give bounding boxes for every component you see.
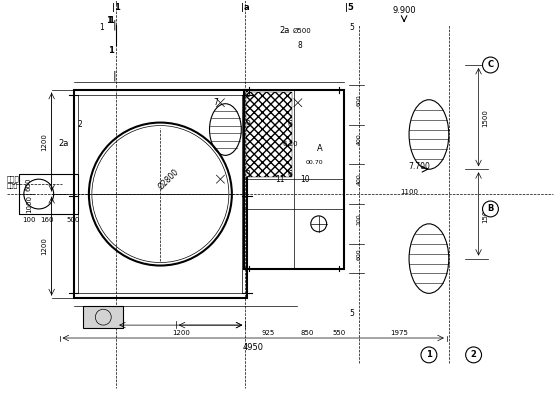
Circle shape: [421, 347, 437, 363]
Bar: [78, 95, 242, 294]
Text: |: |: [113, 71, 116, 82]
Text: |a: |a: [241, 4, 250, 12]
Circle shape: [483, 57, 498, 73]
Text: 550: 550: [333, 330, 346, 336]
Bar: [244, 90, 343, 269]
Text: |1: |1: [112, 4, 120, 12]
Circle shape: [483, 201, 498, 217]
Text: 墙水流: 墙水流: [7, 183, 18, 189]
Bar: [83, 306, 123, 328]
Bar: [73, 90, 247, 298]
Text: 500: 500: [67, 217, 80, 223]
Text: 6: 6: [287, 120, 292, 129]
Text: 925: 925: [262, 330, 275, 336]
Text: 7: 7: [213, 98, 218, 107]
Text: 1: 1: [106, 16, 112, 25]
Text: 600: 600: [357, 94, 361, 106]
Text: 1: 1: [426, 350, 432, 359]
Text: 00.70: 00.70: [306, 160, 324, 165]
Text: 1200: 1200: [41, 133, 48, 151]
Text: 1500: 1500: [483, 205, 488, 223]
Text: A: A: [317, 144, 323, 153]
Text: 2: 2: [77, 120, 82, 129]
Text: 1500: 1500: [483, 109, 488, 126]
Text: 2: 2: [470, 350, 477, 359]
Text: 3: 3: [246, 170, 251, 179]
Text: Ø500: Ø500: [292, 28, 311, 34]
Text: 600: 600: [26, 177, 32, 191]
Text: 10: 10: [300, 175, 310, 184]
Text: |: |: [113, 19, 116, 30]
Text: 1100: 1100: [400, 189, 418, 195]
Ellipse shape: [409, 100, 449, 169]
Text: 8: 8: [297, 41, 302, 50]
Bar: [246, 92, 292, 177]
Text: 4950: 4950: [242, 343, 264, 352]
Text: 1000: 1000: [26, 195, 32, 213]
Text: 100: 100: [22, 217, 36, 223]
Text: 5: 5: [349, 23, 354, 32]
Text: 850: 850: [300, 330, 314, 336]
Text: 400: 400: [357, 134, 361, 145]
Text: 9: 9: [246, 120, 251, 129]
Text: 1: 1: [108, 16, 114, 25]
Text: 1: 1: [99, 23, 104, 32]
Text: Ø2800: Ø2800: [156, 167, 180, 191]
Text: 600: 600: [357, 248, 361, 260]
Text: B: B: [487, 204, 494, 214]
Text: 1200: 1200: [172, 330, 190, 336]
Text: 160: 160: [40, 217, 53, 223]
Text: 墙水流: 墙水流: [7, 176, 20, 182]
Ellipse shape: [409, 224, 449, 294]
Text: 6: 6: [287, 170, 292, 179]
Text: 400: 400: [357, 173, 361, 185]
Text: 2a: 2a: [58, 139, 69, 149]
Text: 9.900: 9.900: [393, 6, 416, 15]
Text: 1200: 1200: [41, 237, 48, 255]
Bar: [19, 174, 78, 214]
Text: C: C: [487, 61, 493, 69]
Text: 2a: 2a: [280, 26, 290, 35]
Text: |5: |5: [345, 4, 354, 12]
Ellipse shape: [209, 104, 241, 155]
Text: 1975: 1975: [390, 330, 408, 336]
Text: 100: 100: [357, 213, 361, 225]
Circle shape: [466, 347, 482, 363]
Text: 3: 3: [246, 90, 251, 99]
Text: 1: 1: [108, 46, 114, 55]
Text: 11: 11: [276, 175, 284, 184]
Text: 5: 5: [349, 309, 354, 318]
Text: 6.20: 6.20: [282, 141, 298, 147]
Text: 7.700: 7.700: [408, 162, 430, 171]
